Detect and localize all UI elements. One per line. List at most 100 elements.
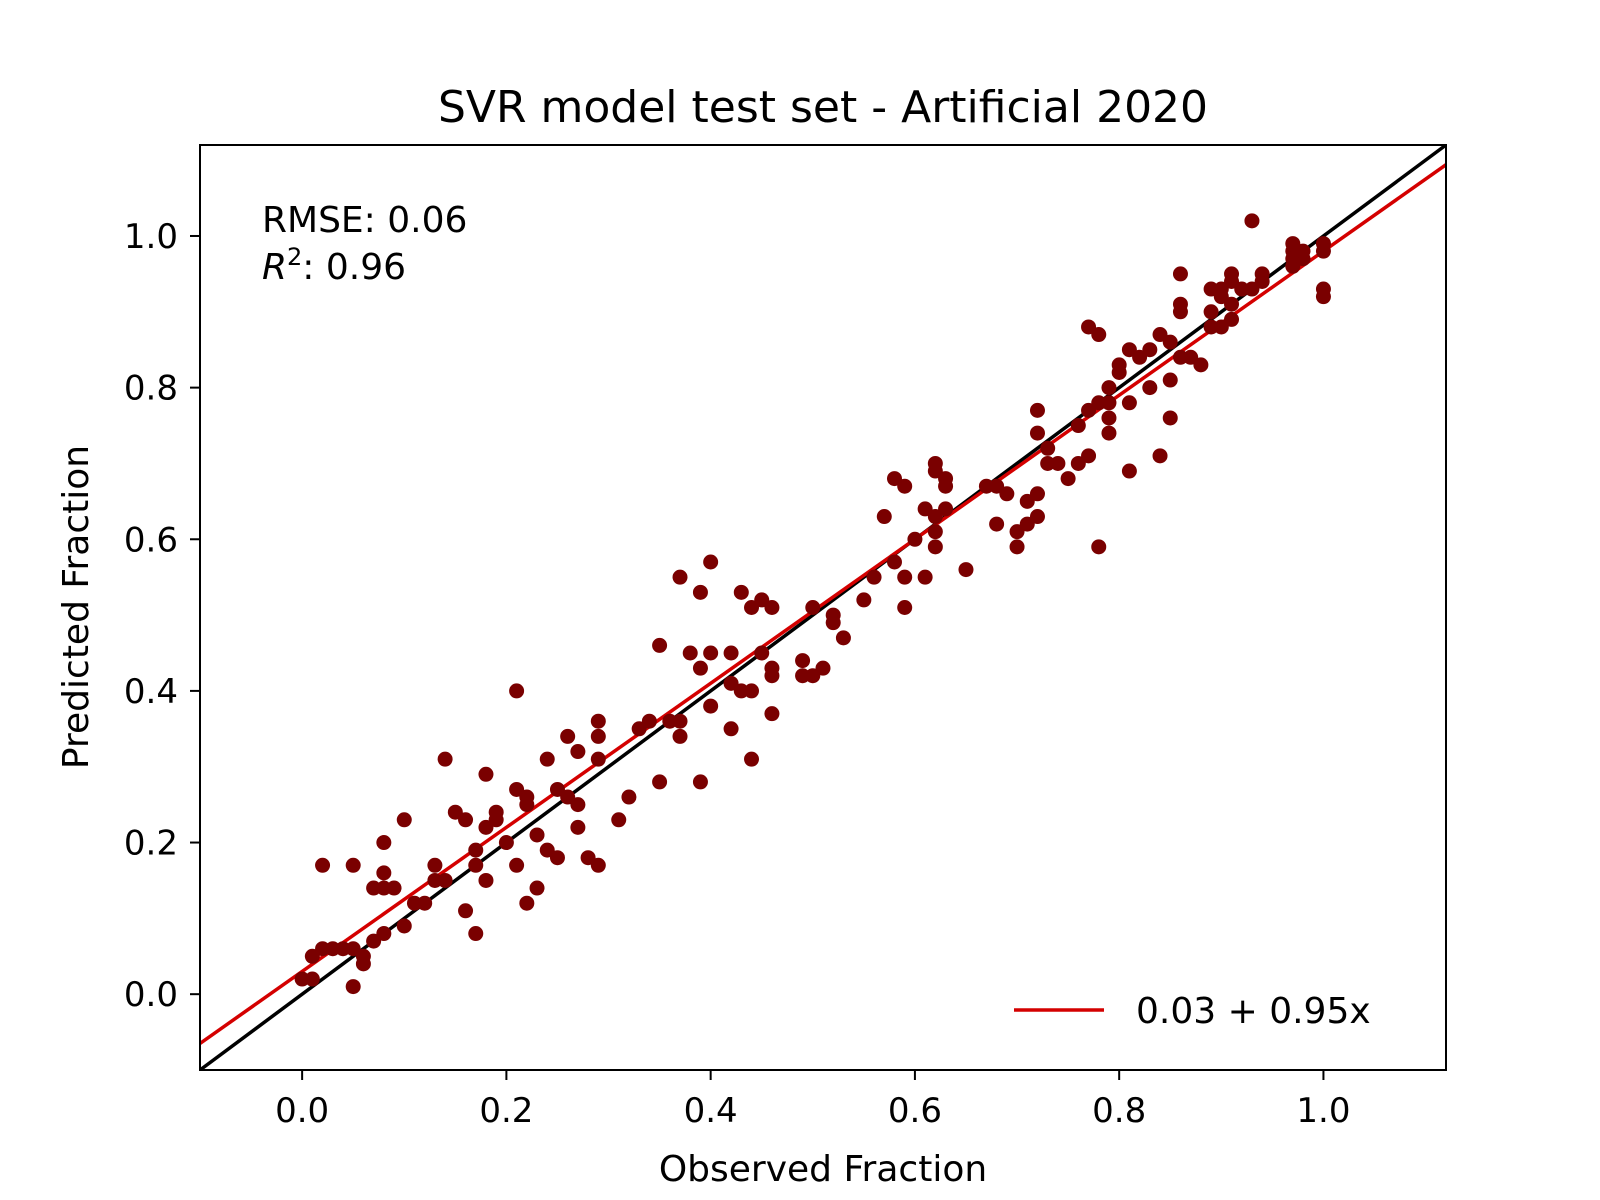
data-point xyxy=(754,592,770,608)
data-point xyxy=(672,728,688,744)
data-point xyxy=(805,668,821,684)
data-point xyxy=(1244,213,1260,229)
data-point xyxy=(938,501,954,517)
data-point xyxy=(641,713,657,729)
data-point xyxy=(672,569,688,585)
data-point xyxy=(744,683,760,699)
data-point xyxy=(1172,266,1188,282)
data-point xyxy=(1111,357,1127,373)
data-point xyxy=(866,569,882,585)
r2-annotation: R2: 0.96 xyxy=(262,243,406,288)
data-point xyxy=(366,933,382,949)
data-point xyxy=(437,872,453,888)
data-point xyxy=(1070,418,1086,434)
data-point xyxy=(590,713,606,729)
data-point xyxy=(917,569,933,585)
y-axis: 0.0 0.2 0.4 0.6 0.8 1.0 xyxy=(124,217,200,1015)
data-point xyxy=(927,539,943,555)
identity-line xyxy=(200,145,1446,1070)
data-point xyxy=(835,630,851,646)
data-point xyxy=(560,789,576,805)
y-tick-label: 0.6 xyxy=(124,520,178,560)
x-tick-label: 1.0 xyxy=(1296,1091,1350,1131)
data-point xyxy=(478,819,494,835)
data-point xyxy=(1224,296,1240,312)
data-point xyxy=(1101,380,1117,396)
data-point xyxy=(509,683,525,699)
data-point xyxy=(1162,410,1178,426)
data-point xyxy=(1081,448,1097,464)
data-point xyxy=(652,774,668,790)
data-point xyxy=(886,471,902,487)
data-point xyxy=(999,486,1015,502)
data-point xyxy=(478,766,494,782)
data-point xyxy=(345,857,361,873)
data-point xyxy=(539,842,555,858)
data-point xyxy=(1121,395,1137,411)
data-point xyxy=(1183,349,1199,365)
data-point xyxy=(886,554,902,570)
data-point xyxy=(468,857,484,873)
data-point xyxy=(519,789,535,805)
data-point xyxy=(1213,319,1229,335)
data-point xyxy=(1315,289,1331,305)
data-point xyxy=(917,501,933,517)
data-point xyxy=(509,781,525,797)
data-point xyxy=(427,857,443,873)
data-point xyxy=(519,895,535,911)
data-point xyxy=(1121,463,1137,479)
data-point xyxy=(345,979,361,995)
data-point xyxy=(468,926,484,942)
data-point xyxy=(764,600,780,615)
data-point xyxy=(396,812,412,828)
data-point xyxy=(1009,524,1025,540)
data-point xyxy=(611,812,627,828)
y-axis-label: Predicted Fraction xyxy=(56,445,97,769)
r2-symbol: R xyxy=(262,247,287,288)
data-point xyxy=(958,562,974,578)
data-point xyxy=(703,554,719,570)
data-point xyxy=(938,478,954,494)
data-point xyxy=(1101,395,1117,411)
data-point xyxy=(1295,243,1311,259)
data-point xyxy=(856,592,872,608)
data-point xyxy=(539,751,555,767)
data-point xyxy=(355,948,371,964)
data-point xyxy=(805,600,821,615)
data-point xyxy=(580,850,596,866)
data-point xyxy=(1060,471,1076,487)
data-point xyxy=(1081,319,1097,335)
data-point xyxy=(458,903,474,919)
data-point xyxy=(304,948,320,964)
legend: 0.03 + 0.95x xyxy=(1014,991,1371,1032)
data-point xyxy=(1213,289,1229,305)
x-axis: 0.0 0.2 0.4 0.6 0.8 1.0 xyxy=(275,1070,1350,1131)
data-point xyxy=(1050,455,1066,471)
data-point xyxy=(1121,342,1137,358)
data-point xyxy=(989,478,1005,494)
data-point xyxy=(672,713,688,729)
data-point xyxy=(570,797,586,813)
data-point xyxy=(1101,425,1117,441)
data-point xyxy=(703,645,719,661)
data-point xyxy=(1244,281,1260,297)
data-point xyxy=(1193,357,1209,373)
data-point xyxy=(1315,236,1331,252)
data-point xyxy=(1070,455,1086,471)
data-point xyxy=(631,721,647,737)
data-point xyxy=(703,698,719,714)
data-point xyxy=(468,842,484,858)
data-point xyxy=(1224,311,1240,327)
data-point xyxy=(498,835,514,851)
data-point xyxy=(488,812,504,828)
data-point xyxy=(1009,539,1025,555)
data-point xyxy=(560,728,576,744)
data-point xyxy=(897,569,913,585)
data-point xyxy=(376,835,392,851)
data-point xyxy=(1101,410,1117,426)
data-point xyxy=(570,744,586,760)
data-point xyxy=(570,819,586,835)
data-point xyxy=(1091,327,1107,343)
data-point xyxy=(876,509,892,525)
x-tick-label: 0.0 xyxy=(275,1091,329,1131)
